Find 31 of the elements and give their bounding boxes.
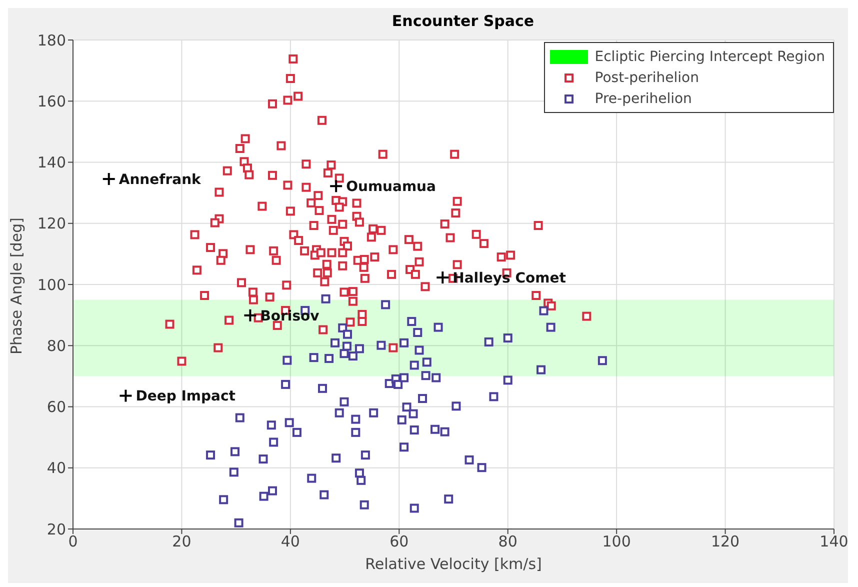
y-tick-label: 120: [37, 214, 66, 233]
legend-label: Pre-perihelion: [594, 90, 692, 106]
x-tick-label: 80: [498, 532, 518, 551]
point: [118, 388, 133, 403]
point: [102, 172, 116, 186]
x-tick-label: 60: [390, 532, 409, 551]
y-axis-title: Phase Angle [deg]: [7, 218, 26, 354]
y-tick-label: 80: [46, 336, 66, 355]
y-tick-label: 180: [37, 31, 66, 50]
x-tick-label: 100: [602, 532, 631, 551]
y-tick-label: 100: [37, 276, 66, 294]
x-tick-label: 140: [820, 532, 848, 551]
point: [436, 270, 450, 284]
x-tick-label: 0: [68, 532, 78, 551]
y-tick-label: 60: [46, 398, 66, 416]
x-tick-label: 20: [172, 532, 192, 551]
legend-label: Ecliptic Piercing Intercept Region: [594, 48, 825, 64]
y-tick-label: 40: [46, 459, 66, 478]
point: [243, 308, 258, 322]
annotation: Deep Impact: [136, 388, 236, 405]
annotation: Annefrank: [118, 172, 202, 188]
chart-title: Encounter Space: [390, 11, 536, 30]
x-tick-label: 120: [710, 532, 740, 551]
y-tick-label: 20: [46, 520, 66, 538]
x-tick-label: 40: [280, 532, 300, 551]
x-axis-title: Relative Velocity [km/s]: [365, 555, 542, 573]
legend-label: Post-perihelion: [594, 70, 699, 86]
point: [329, 179, 344, 194]
y-tick-label: 160: [37, 92, 66, 110]
annotation: Oumuamua: [346, 179, 436, 196]
y-tick-label: 140: [37, 154, 66, 172]
